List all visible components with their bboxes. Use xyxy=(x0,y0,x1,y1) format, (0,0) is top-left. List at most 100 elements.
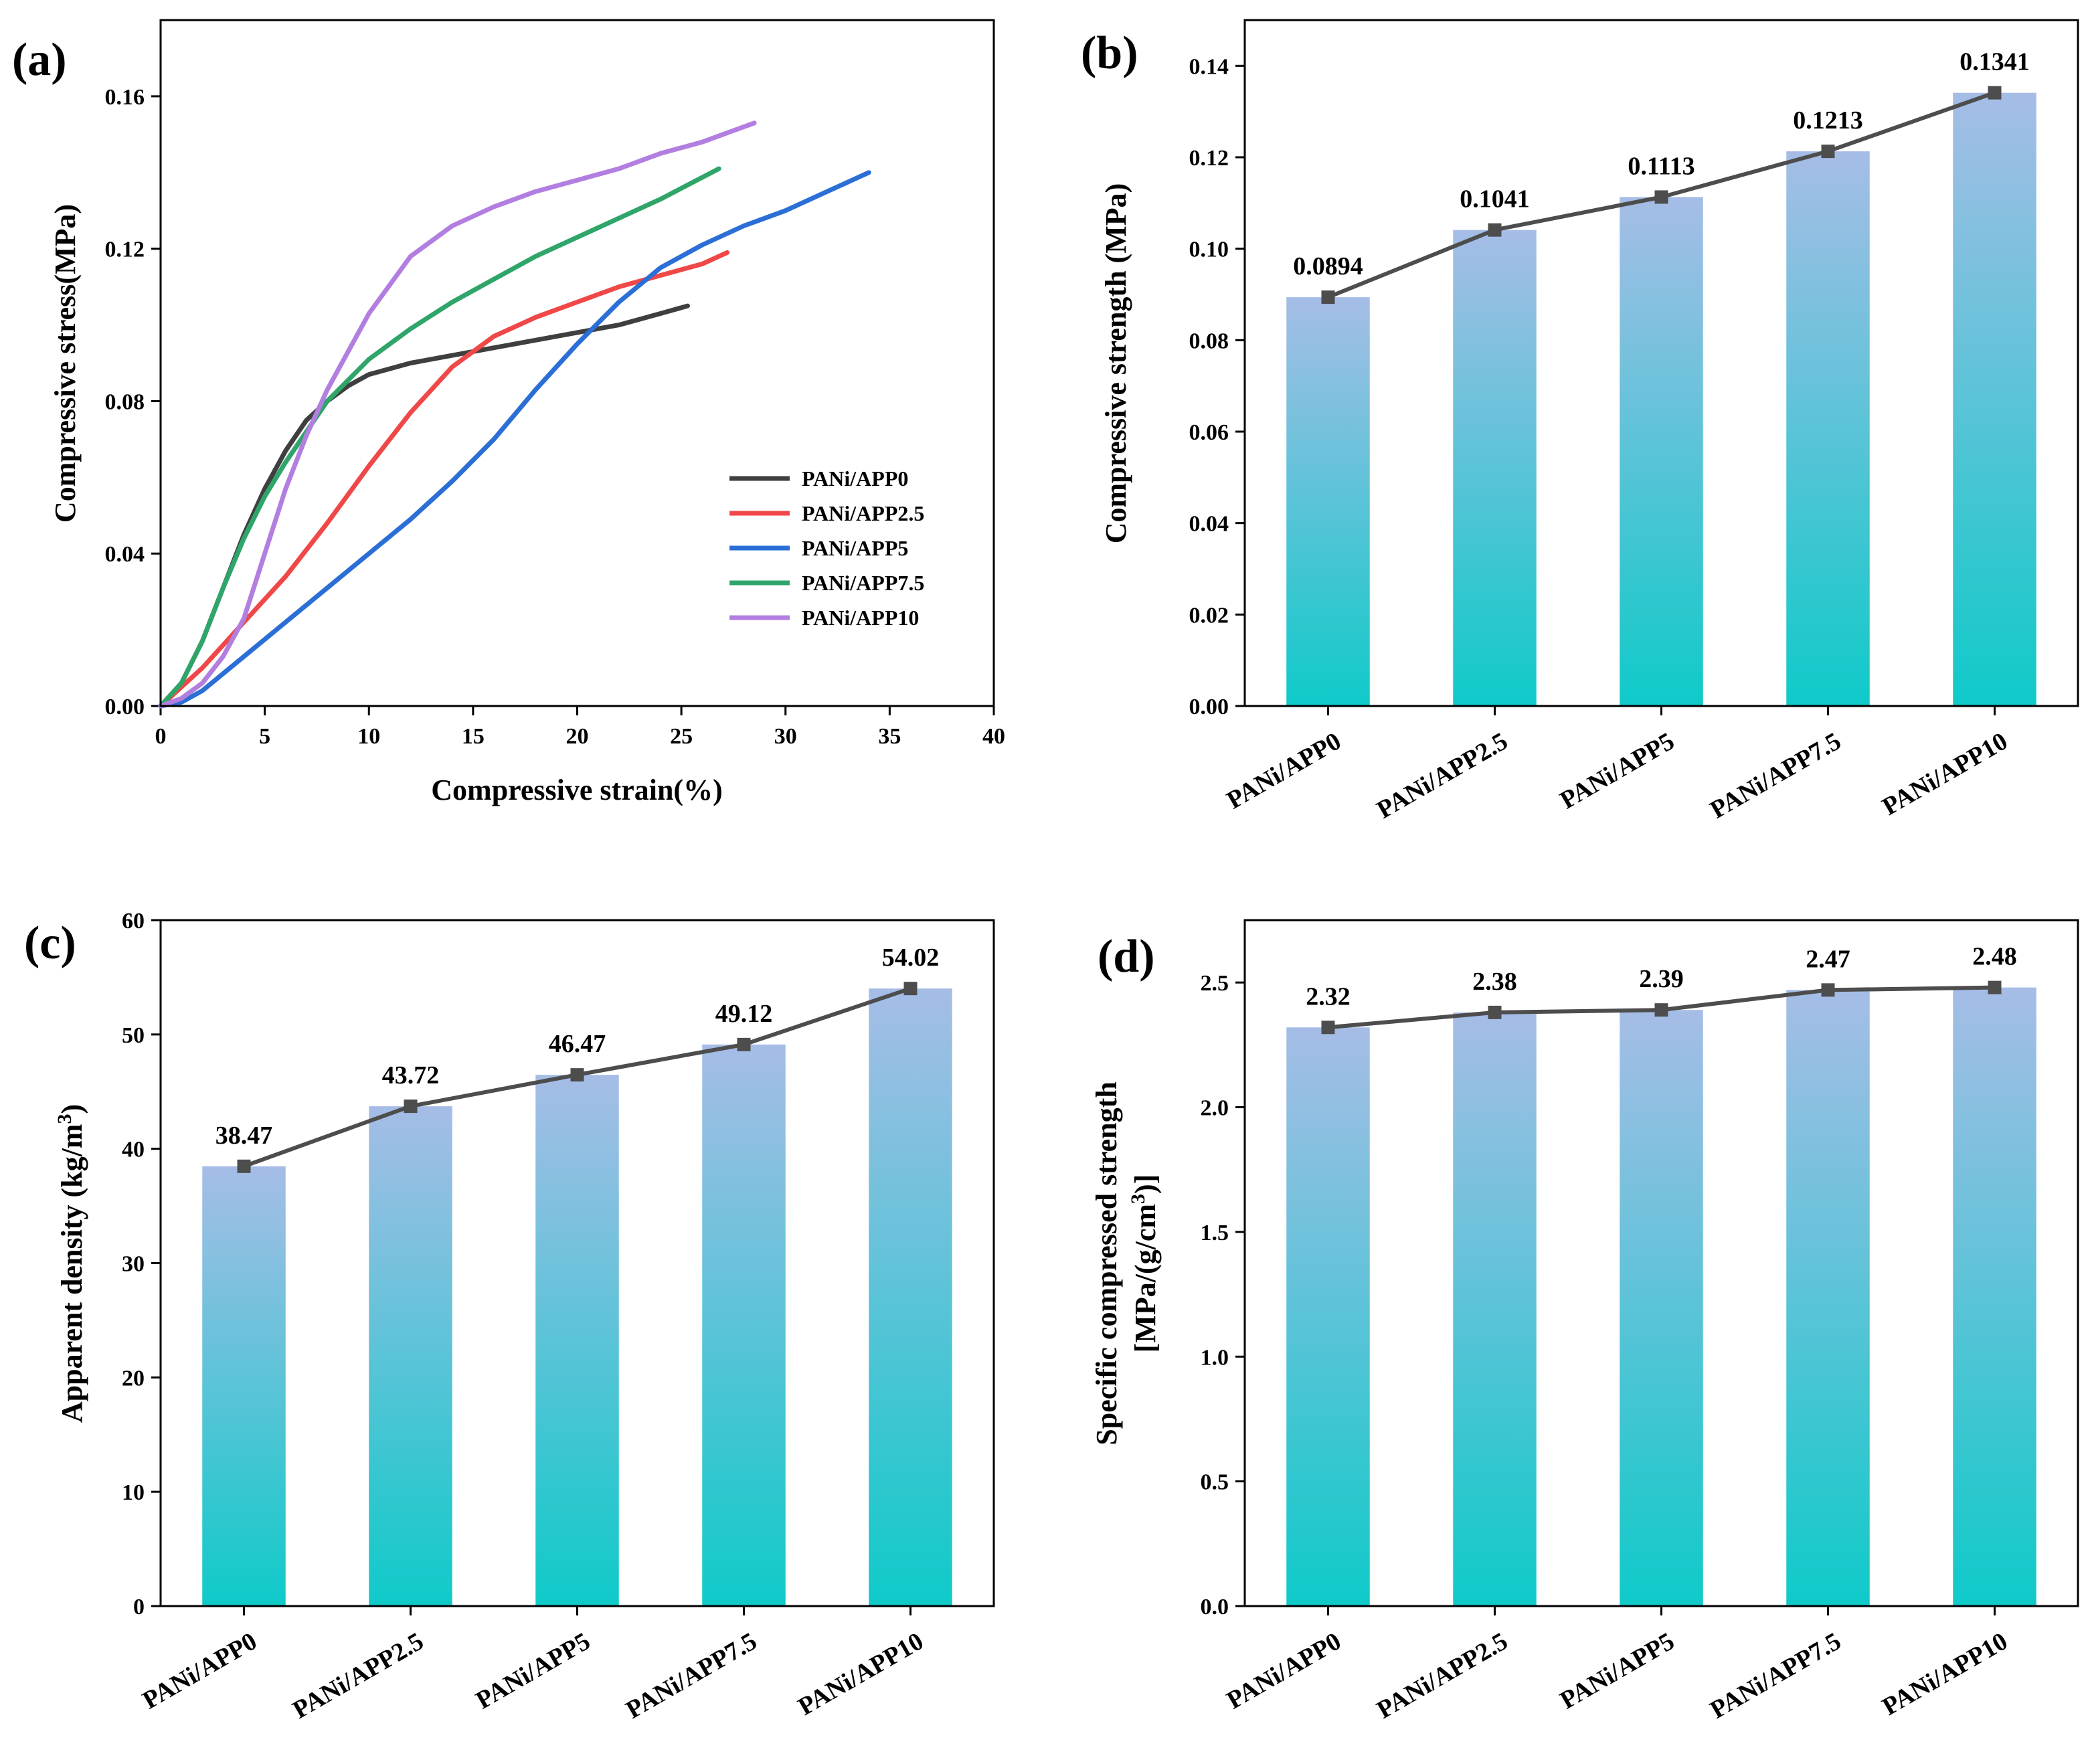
panel-d-y-axis-title-line2: [MPa/(g/cm3)] xyxy=(1127,1174,1162,1353)
panel-d-value-label: 2.32 xyxy=(1306,982,1351,1010)
panel-d-trend-marker xyxy=(1821,983,1835,997)
panel-b-y-tick-label: 0.08 xyxy=(1189,329,1229,353)
panel-d-bar-pani-app10 xyxy=(1953,987,2036,1606)
panel-d-category-label-pani-app5: PANi/APP5 xyxy=(1555,1627,1679,1714)
panel-c-bar-pani-app0 xyxy=(202,1166,286,1606)
panel-a-x-tick-label: 5 xyxy=(259,724,270,749)
panel-a-legend-label-pani-app0: PANi/APP0 xyxy=(802,466,908,491)
panel-a-x-tick-label: 35 xyxy=(878,724,901,749)
panel-d-category-label-pani-app10: PANi/APP10 xyxy=(1878,1627,2012,1721)
panel-c-category-label-pani-app5: PANi/APP5 xyxy=(471,1627,595,1714)
panel-a-y-tick-label: 0.16 xyxy=(105,85,145,110)
panel-c-y-tick-label: 30 xyxy=(122,1252,145,1277)
panel-c-y-tick-label: 0 xyxy=(133,1595,145,1619)
panel-a-x-tick-label: 30 xyxy=(774,724,797,749)
panel-b-bar-pani-app2-5 xyxy=(1453,230,1537,706)
panel-d-y-axis-title-line1: Specific compressed strength xyxy=(1090,1081,1123,1445)
panel-d-category-label-pani-app7-5: PANi/APP7.5 xyxy=(1705,1627,1846,1724)
panel-d-y-tick-label: 0.0 xyxy=(1201,1595,1229,1619)
panel-d-trend-marker xyxy=(1988,980,2002,994)
panel-d-trend-marker xyxy=(1488,1005,1502,1019)
panel-d-y-tick-label: 1.5 xyxy=(1201,1221,1229,1245)
panel-d-frame xyxy=(1243,919,2079,1607)
panel-b-frame xyxy=(1243,19,2079,707)
panel-c-trend-marker xyxy=(903,982,918,996)
panel-b-y-tick-label: 0.06 xyxy=(1189,420,1229,445)
panel-d-y-axis-title-line2-tail: )] xyxy=(1129,1174,1162,1194)
panel-d-plot-area: 2.32 2.38 2.39 2.47 2.48 xyxy=(1286,943,2036,1606)
panel-c-y-axis-title-tail: ) xyxy=(56,1104,88,1114)
panel-a-x-tick-label: 15 xyxy=(462,724,485,749)
panel-c-value-label: 49.12 xyxy=(715,1000,773,1028)
panel-a-x-tick-label: 10 xyxy=(357,724,380,749)
panel-a-legend-label-pani-app5: PANi/APP5 xyxy=(802,536,908,560)
panel-b-y-tick-label: 0.10 xyxy=(1189,238,1229,262)
panel-c-y-tick-label: 10 xyxy=(122,1480,145,1505)
panel-a-y-tick-label: 0.00 xyxy=(105,695,145,719)
panel-c-trend-marker xyxy=(404,1099,418,1114)
panel-c-y-axis-title: Apparent density (kg/m3) xyxy=(54,1104,88,1423)
panel-a-stress-strain-chart: (a) 0 5 10 15 20 25 30 35 40 0.00 0.04 0.08 0.12 0.16… xyxy=(12,19,1006,806)
panel-d-trend-marker xyxy=(1654,1003,1668,1017)
panel-a-y-tick-label: 0.12 xyxy=(105,238,145,262)
panel-b-category-label-pani-app0: PANi/APP0 xyxy=(1222,727,1346,814)
panel-d-value-label: 2.47 xyxy=(1806,945,1850,973)
panel-c-category-label-pani-app2-5: PANi/APP2.5 xyxy=(288,1627,428,1724)
panel-a-series-line-pani-app7-5 xyxy=(158,166,721,709)
panel-b-bar-pani-app5 xyxy=(1620,197,1703,706)
panel-d-bar-pani-app2-5 xyxy=(1453,1012,1537,1606)
panel-a-y-axis-title: Compressive stress(MPa) xyxy=(49,204,82,523)
panel-c-value-label: 38.47 xyxy=(215,1122,273,1150)
panel-a-x-tick-label: 25 xyxy=(670,724,693,749)
panel-b-value-label: 0.1341 xyxy=(1960,48,2030,76)
panel-b-y-axis-title: Compressive strength (MPa) xyxy=(1100,183,1132,544)
panel-d-trend-marker xyxy=(1321,1021,1335,1035)
panel-a-x-tick-label: 40 xyxy=(982,724,1005,749)
panel-c-value-label: 54.02 xyxy=(882,944,940,972)
panel-c-y-axis-title-sup: 3 xyxy=(54,1114,76,1124)
panel-d-value-label: 2.38 xyxy=(1472,968,1517,996)
panel-c-value-label: 46.47 xyxy=(549,1030,606,1058)
panel-b-value-label: 0.1041 xyxy=(1460,185,1530,213)
panel-b-trend-marker xyxy=(1988,86,2002,100)
panel-a-ticks: 0 5 10 15 20 25 30 35 40 0.00 0.04 0.08 0.12 0.16 xyxy=(105,85,1006,749)
panel-c-y-tick-label: 20 xyxy=(122,1366,145,1391)
panel-a-y-tick-label: 0.08 xyxy=(105,389,145,414)
panel-b-y-tick-label: 0.14 xyxy=(1189,54,1229,79)
panel-d-bar-pani-app7-5 xyxy=(1786,990,1870,1606)
panel-d-specific-strength-chart: (d) 0.0 0.5 1.0 1.5 2.0 2.5 PANi/APP0 PANi/APP2… xyxy=(1090,919,2079,1725)
panel-c-y-tick-label: 60 xyxy=(122,909,145,934)
panel-d-label: (d) xyxy=(1098,931,1155,982)
panel-b-trend-marker xyxy=(1821,145,1835,159)
panel-b-y-tick-label: 0.04 xyxy=(1189,512,1229,537)
panel-a-x-tick-label: 20 xyxy=(566,724,589,749)
panel-c-plot-area: 38.47 43.72 46.47 49.12 54.02 xyxy=(202,944,952,1606)
panel-a-plot-area xyxy=(158,120,871,709)
panel-c-category-label-pani-app0: PANi/APP0 xyxy=(138,1627,262,1714)
panel-d-y-axis-title-line2-sup: 3 xyxy=(1127,1194,1149,1204)
panel-b-category-label-pani-app10: PANi/APP10 xyxy=(1878,727,2012,821)
panel-d-y-tick-label: 2.0 xyxy=(1201,1096,1229,1121)
panel-c-value-label: 43.72 xyxy=(382,1061,440,1089)
panel-b-category-label-pani-app5: PANi/APP5 xyxy=(1555,727,1679,814)
panel-d-value-label: 2.39 xyxy=(1639,965,1684,993)
panel-a-legend: PANi/APP0 PANi/APP2.5 PANi/APP5 PANi/APP7.5… xyxy=(729,466,924,630)
panel-c-frame xyxy=(159,919,995,1607)
panel-a-legend-label-pani-app2-5: PANi/APP2.5 xyxy=(802,501,924,525)
panel-b-bar-pani-app0 xyxy=(1286,297,1370,707)
panel-c-bar-pani-app2-5 xyxy=(369,1106,452,1606)
panel-a-x-axis-title: Compressive strain(%) xyxy=(431,774,722,806)
panel-c-trend-marker xyxy=(570,1068,584,1082)
panel-c-label: (c) xyxy=(24,917,76,969)
panel-d-y-tick-label: 1.0 xyxy=(1201,1345,1229,1370)
panel-a-y-tick-label: 0.04 xyxy=(105,542,145,567)
panel-c-apparent-density-chart: (c) 0 10 20 30 40 50 60 PANi/APP0 PANi/APP2.5 PAN… xyxy=(24,909,995,1725)
panel-b-compressive-strength-chart: (b) 0.00 0.02 0.04 0.06 0.08 0.10 0.12 0.14 PANi… xyxy=(1081,19,2079,824)
panel-b-trend-marker xyxy=(1488,223,1502,237)
panel-c-y-axis-title-main: Apparent density (kg/m xyxy=(56,1124,88,1423)
panel-c-category-label-pani-app10: PANi/APP10 xyxy=(794,1627,928,1721)
panel-b-y-tick-label: 0.02 xyxy=(1189,603,1229,628)
panel-d-y-tick-label: 2.5 xyxy=(1201,971,1229,996)
panel-a-legend-label-pani-app10: PANi/APP10 xyxy=(802,606,919,630)
